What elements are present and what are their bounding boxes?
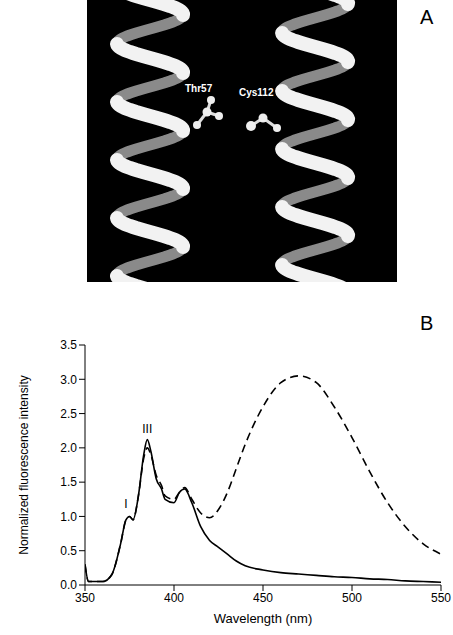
svg-text:Cys112: Cys112: [239, 87, 274, 98]
svg-text:1.5: 1.5: [60, 475, 77, 489]
svg-text:3.5: 3.5: [60, 338, 77, 352]
svg-text:3.0: 3.0: [60, 373, 77, 387]
svg-text:Normalized fluorescence intens: Normalized fluorescence intensity: [17, 375, 31, 554]
html-text:B: B: [420, 312, 434, 334]
svg-text:III: III: [142, 422, 152, 436]
svg-text:0.5: 0.5: [60, 544, 77, 558]
svg-text:500: 500: [342, 591, 362, 605]
svg-text:2.0: 2.0: [60, 441, 77, 455]
svg-text:2.5: 2.5: [60, 407, 77, 421]
html-text:A: A: [420, 6, 434, 28]
svg-text:1.0: 1.0: [60, 510, 77, 524]
svg-text:Thr57: Thr57: [185, 83, 213, 94]
svg-text:550: 550: [431, 591, 451, 605]
svg-text:450: 450: [253, 591, 273, 605]
svg-text:400: 400: [164, 591, 184, 605]
svg-text:0.0: 0.0: [60, 578, 77, 592]
svg-text:I: I: [124, 497, 127, 511]
svg-text:Wavelength (nm): Wavelength (nm): [214, 611, 313, 626]
svg-text:350: 350: [75, 591, 95, 605]
